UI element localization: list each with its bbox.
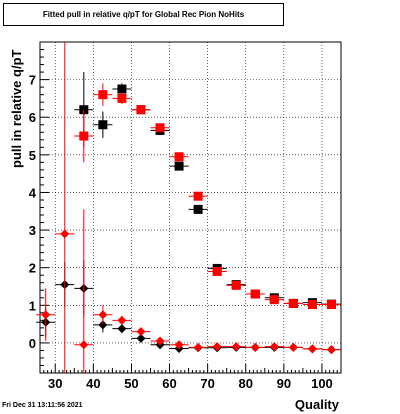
data-point-square — [269, 295, 279, 305]
data-point-diamond — [250, 342, 260, 352]
data-point-square — [117, 84, 127, 94]
data-point-diamond — [155, 336, 165, 346]
x-tick-label: 100 — [311, 376, 333, 391]
data-point-square — [117, 93, 127, 103]
x-tick-label: 80 — [239, 376, 253, 391]
data-point-diamond — [41, 310, 51, 320]
data-point-square — [174, 152, 184, 162]
data-point-diamond — [136, 333, 146, 343]
x-tick-label: 40 — [86, 376, 100, 391]
data-point-diamond — [117, 315, 127, 325]
data-point-square — [250, 289, 260, 299]
data-point-square — [212, 266, 222, 276]
chart-title: Fitted pull in relative q/pT for Global … — [3, 3, 284, 26]
data-point-diamond — [307, 344, 317, 354]
data-point-square — [79, 131, 89, 141]
y-tick-label: 3 — [29, 223, 36, 238]
data-point-diamond — [79, 340, 89, 350]
data-point-diamond — [288, 342, 298, 352]
data-point-diamond — [269, 342, 279, 352]
data-point-diamond — [117, 324, 127, 334]
data-point-square — [307, 300, 317, 310]
data-point-diamond — [193, 342, 203, 352]
data-point-square — [326, 300, 336, 310]
x-tick-label: 30 — [48, 376, 62, 391]
plot-frame — [39, 41, 342, 374]
data-point-diamond — [98, 310, 108, 320]
data-point-square — [155, 123, 165, 133]
data-point-diamond — [98, 320, 108, 330]
data-point-square — [98, 120, 108, 130]
x-axis-label: Quality — [294, 397, 339, 412]
data-point-diamond — [60, 229, 70, 239]
y-tick-label: 2 — [29, 261, 36, 276]
data-point-square — [288, 298, 298, 308]
y-tick-label: 4 — [29, 185, 37, 200]
y-tick-label: 5 — [29, 148, 36, 163]
data-point-square — [193, 191, 203, 201]
y-tick-label: 6 — [29, 110, 36, 125]
y-tick-label: 7 — [29, 73, 36, 88]
data-point-square — [136, 105, 146, 115]
data-point-square — [193, 204, 203, 214]
x-tick-label: 90 — [277, 376, 291, 391]
y-axis-label: pull in relative q/pT — [9, 49, 24, 168]
data-point-diamond — [212, 342, 222, 352]
data-point-square — [231, 280, 241, 290]
x-tick-label: 60 — [162, 376, 176, 391]
x-tick-label: 70 — [200, 376, 214, 391]
x-tick-label: 50 — [124, 376, 138, 391]
data-point-diamond — [174, 340, 184, 350]
data-point-diamond — [136, 327, 146, 337]
y-tick-label: 0 — [29, 336, 36, 351]
data-point-square — [98, 90, 108, 100]
timestamp: Fri Dec 31 13:11:56 2021 — [2, 402, 83, 409]
data-point-diamond — [326, 345, 336, 355]
y-tick-label: 1 — [29, 298, 36, 313]
data-point-diamond — [231, 342, 241, 352]
data-point-square — [174, 161, 184, 171]
